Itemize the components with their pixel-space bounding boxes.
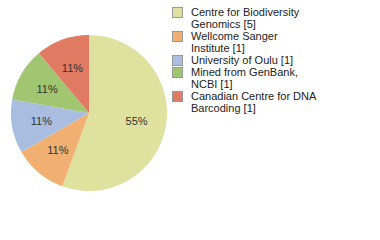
html-text:Wellcome Sanger Institute [1]: Wellcome Sanger Institute [1]: [191, 30, 278, 54]
html-text:Mined from GenBank, NCBI [1]: Mined from GenBank, NCBI [1]: [191, 66, 298, 90]
html-text:Centre for Biodiversity Genomi: Centre for Biodiversity Genomics [5]: [191, 6, 300, 30]
html-text:Canadian Centre for DNA Barcod: Canadian Centre for DNA Barcoding [1]: [191, 90, 316, 114]
svg-text:11%: 11%: [31, 115, 52, 127]
svg-text:55%: 55%: [126, 115, 148, 127]
svg-text:11%: 11%: [37, 83, 58, 95]
svg-text:11%: 11%: [47, 144, 68, 156]
svg-text:11%: 11%: [62, 62, 83, 74]
html-text:University of Oulu [1]: University of Oulu [1]: [191, 54, 294, 66]
